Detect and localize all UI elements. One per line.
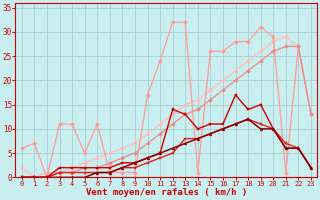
X-axis label: Vent moyen/en rafales ( km/h ): Vent moyen/en rafales ( km/h ) (86, 188, 247, 197)
